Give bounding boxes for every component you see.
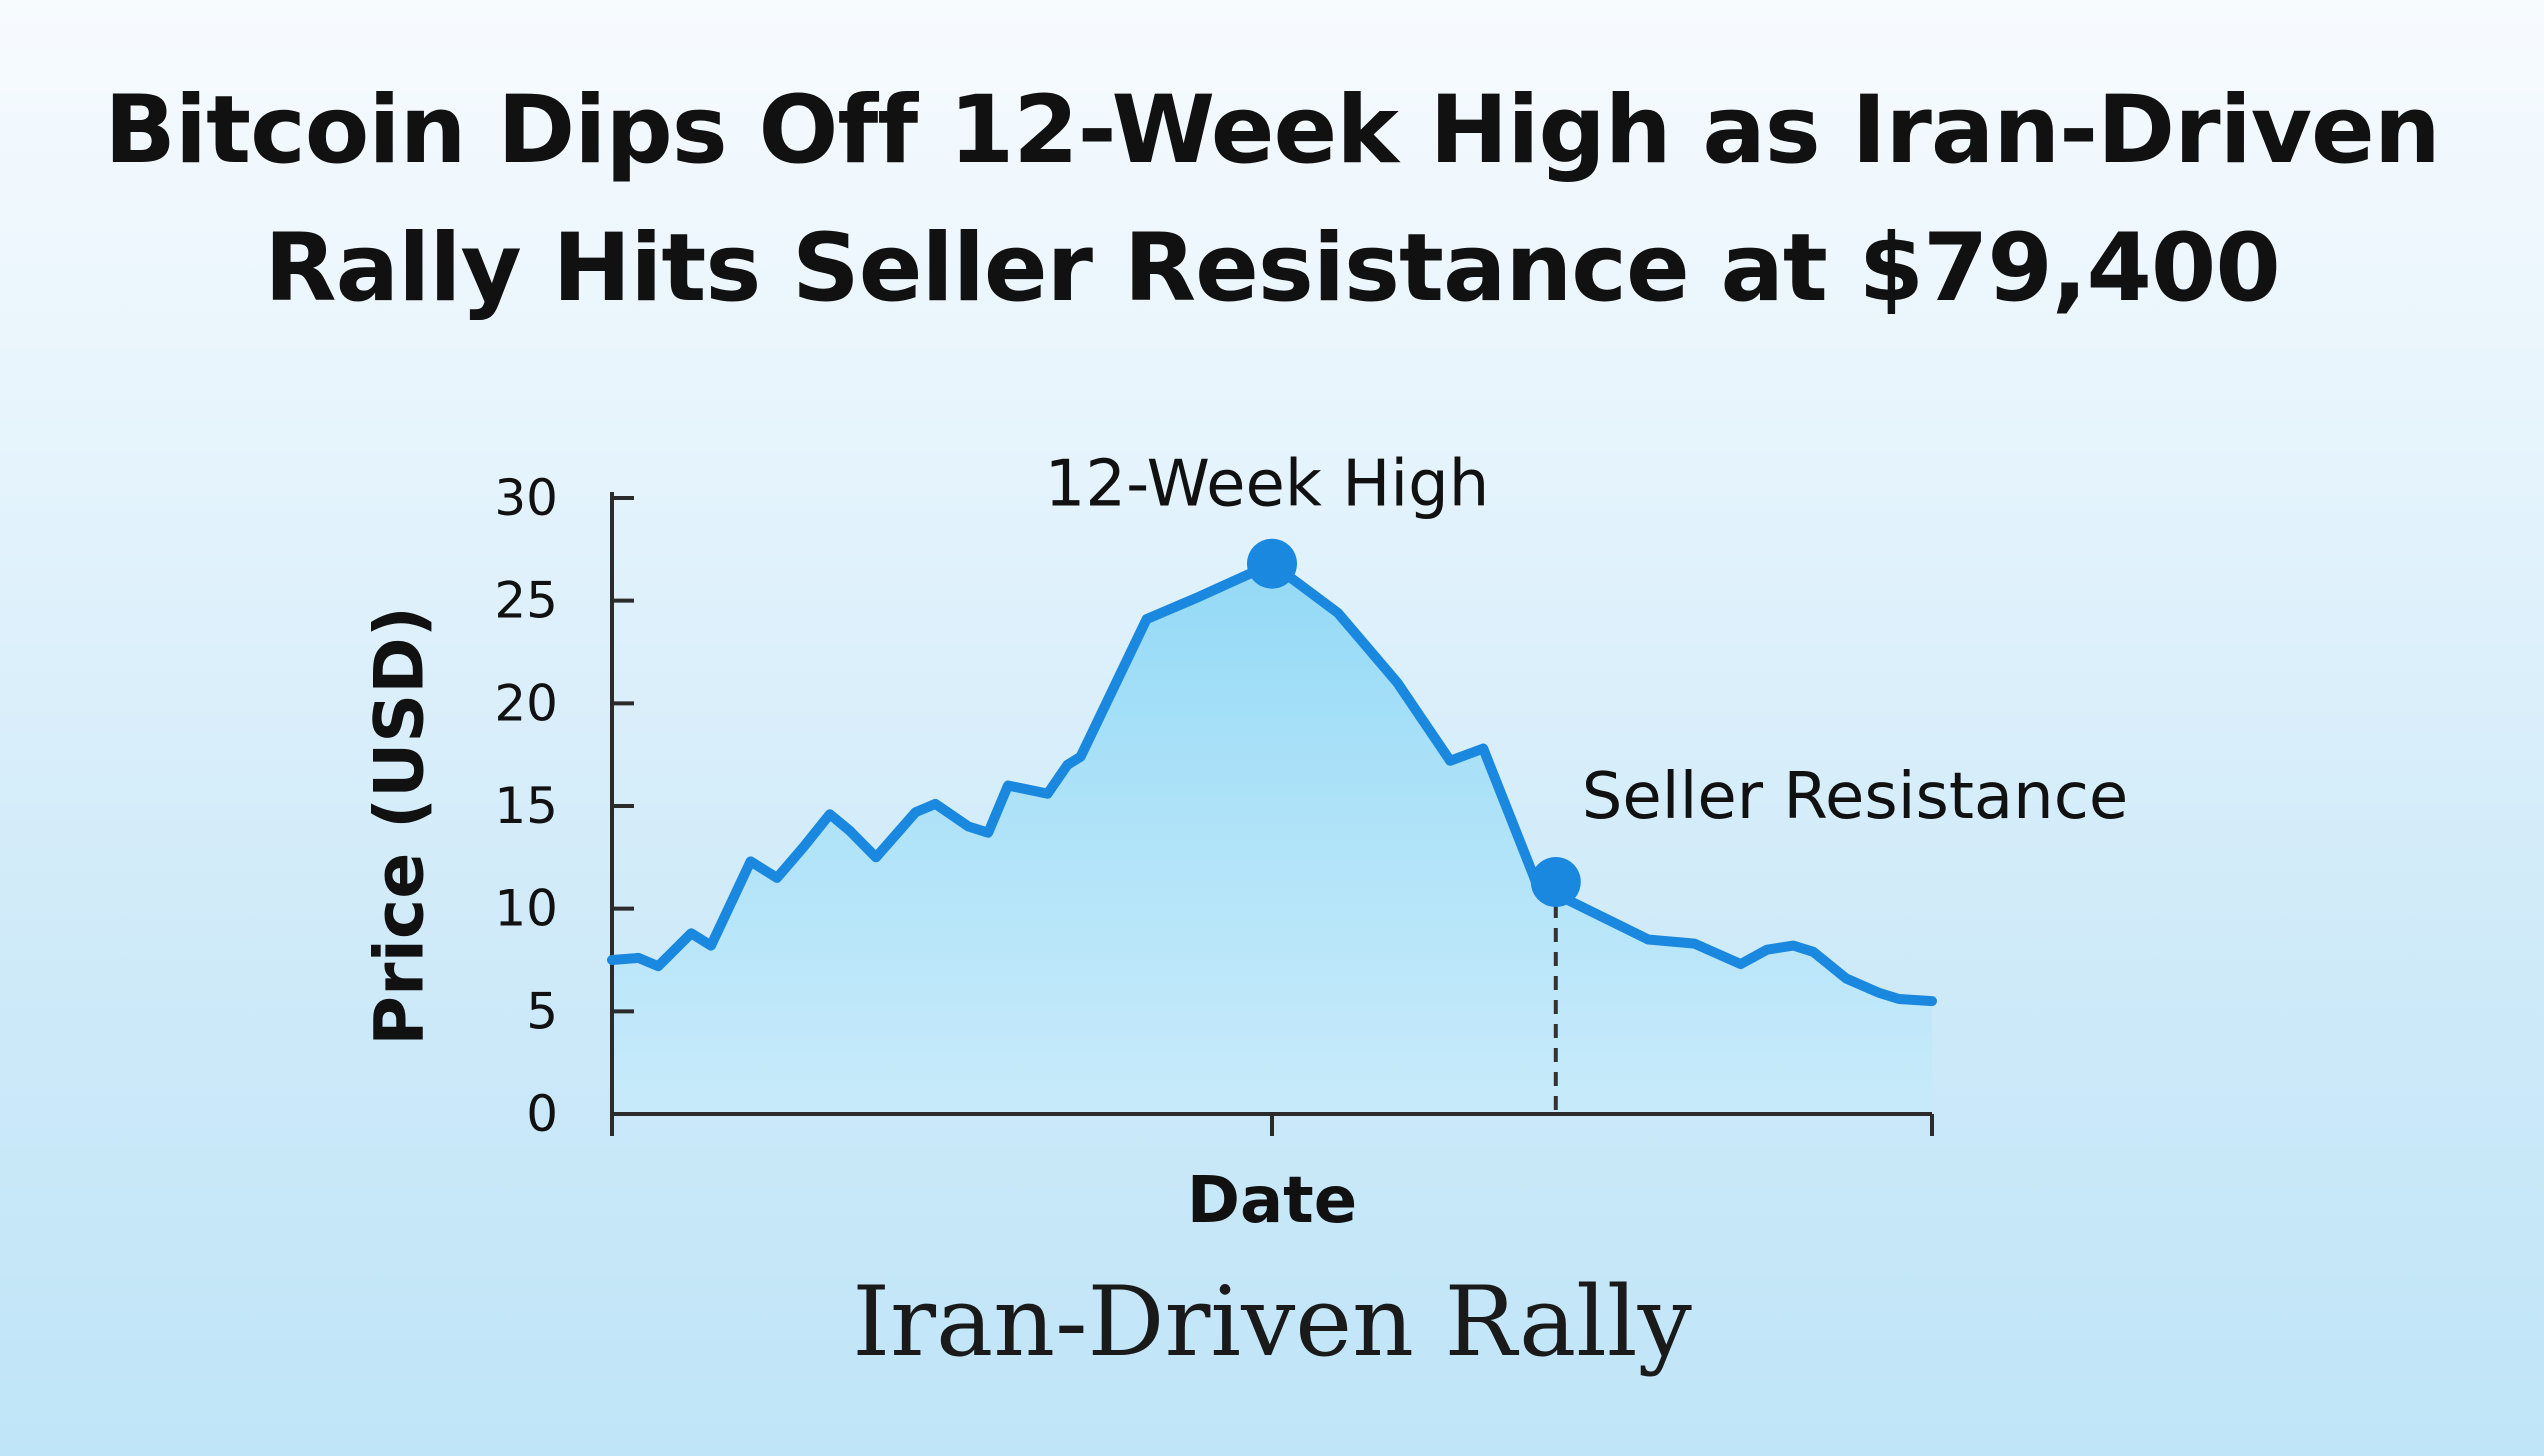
chart-title-line-1: Bitcoin Dips Off 12-Week High as Iran-Dr… — [104, 76, 2440, 185]
x-axis-label: Date — [1187, 1164, 1357, 1238]
y-tick-label-5: 5 — [526, 982, 558, 1040]
marker-seller-resistance — [1530, 856, 1581, 907]
annotations: 12-Week High Seller Resistance — [1045, 448, 2128, 1114]
annotation-seller-resistance: Seller Resistance — [1582, 760, 2128, 834]
marker-12-week-high — [1247, 538, 1297, 589]
y-tick-label-20: 20 — [494, 674, 558, 732]
series-area — [612, 563, 1932, 1114]
y-tick-label-10: 10 — [494, 880, 558, 938]
area-layer — [612, 563, 1932, 1114]
annotation-12-week-high: 12-Week High — [1045, 448, 1490, 522]
y-tick-label-0: 0 — [526, 1085, 558, 1143]
y-axis-label: Price (USD) — [361, 606, 440, 1046]
chart-subtitle: Iran-Driven Rally — [852, 1266, 1692, 1378]
axes: 0 5 10 15 20 25 30 — [494, 469, 1934, 1143]
y-tick-label-30: 30 — [494, 469, 558, 527]
axis-labels: Price (USD) Date — [361, 606, 1358, 1238]
series-layer — [607, 558, 1937, 1007]
chart-title: Bitcoin Dips Off 12-Week High as Iran-Dr… — [0, 62, 2544, 338]
y-tick-label-25: 25 — [494, 572, 558, 630]
y-tick-label-15: 15 — [494, 777, 558, 835]
chart-title-line-2: Rally Hits Seller Resistance at $79,400 — [264, 214, 2280, 323]
series-line — [607, 558, 1937, 1007]
